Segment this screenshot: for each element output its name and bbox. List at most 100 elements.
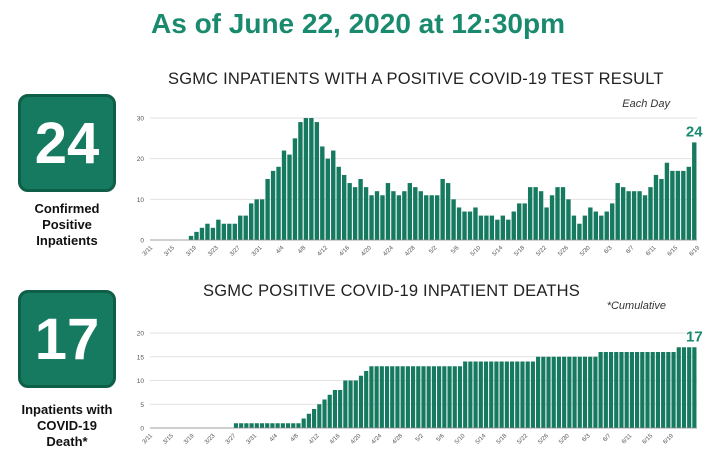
deaths-x-tick-label: 6/11 (621, 433, 634, 446)
inpatients-bar (484, 215, 489, 240)
deaths-bar (395, 366, 400, 428)
deaths-x-tick-label: 4/24 (371, 433, 384, 446)
inpatients-bar (582, 215, 588, 240)
deaths-bar (509, 361, 515, 428)
inpatients-bar (194, 231, 199, 240)
inpatients-bar (380, 195, 385, 240)
inpatients-bar (451, 199, 456, 240)
deaths-bar (332, 390, 338, 428)
deaths-chart-note: *Cumulative (606, 300, 666, 312)
inpatients-bar (445, 183, 451, 240)
deaths-x-tick-label: 5/26 (537, 433, 550, 446)
deaths-bar (681, 347, 687, 428)
inpatients-bar (216, 219, 221, 240)
inpatients-bar (238, 215, 243, 240)
deaths-x-tick-label: 5/14 (475, 433, 488, 446)
inpatients-bar (325, 158, 330, 240)
inpatients-x-tick-label: 5/2 (428, 245, 439, 256)
deaths-bar (645, 352, 650, 428)
deaths-bar (442, 366, 447, 428)
deaths-bar (416, 366, 421, 428)
deaths-bar (233, 423, 239, 428)
deaths-bar (291, 423, 296, 428)
inpatients-bar (254, 199, 259, 240)
inpatients-x-tick-label: 5/6 (450, 245, 461, 256)
deaths-x-tick-label: 4/8 (290, 433, 301, 444)
deaths-bar (457, 366, 463, 428)
inpatients-bar (402, 191, 407, 240)
deaths-bar (562, 356, 567, 428)
deaths-x-tick-label: 4/20 (350, 433, 363, 446)
inpatients-bar (314, 122, 320, 240)
deaths-bar (353, 380, 358, 428)
deaths-bar (530, 361, 535, 428)
deaths-bar (343, 380, 348, 428)
inpatients-label: Confirmed Positive Inpatients (6, 201, 128, 249)
inpatients-bar (593, 211, 598, 240)
inpatients-bar (664, 162, 670, 240)
inpatients-chart-title: SGMC INPATIENTS WITH A POSITIVE COVID-19… (168, 70, 664, 88)
inpatients-bar (341, 174, 347, 240)
deaths-bar (379, 366, 384, 428)
inpatients-bar (440, 179, 445, 240)
inpatients-bar (413, 187, 418, 240)
deaths-x-tick-label: 6/3 (581, 433, 592, 444)
deaths-bar (619, 352, 624, 428)
inpatients-bar (232, 223, 237, 240)
inpatients-bar (331, 150, 336, 240)
inpatients-bar (626, 191, 631, 240)
inpatients-bar (227, 223, 232, 240)
inpatients-bar (615, 183, 620, 240)
deaths-bar (296, 423, 301, 428)
inpatients-bar (221, 223, 227, 240)
inpatients-bar (642, 195, 648, 240)
deaths-bar (265, 423, 270, 428)
inpatients-bar (374, 191, 380, 240)
deaths-label-line: COVID-19 (37, 418, 97, 433)
deaths-bar (629, 352, 634, 428)
inpatients-bar (243, 215, 248, 240)
inpatients-bar (577, 223, 582, 240)
deaths-bar (322, 399, 327, 428)
deaths-bar (515, 361, 520, 428)
inpatients-bar (391, 191, 396, 240)
inpatients-bar (188, 235, 194, 240)
deaths-bar (259, 423, 265, 428)
deaths-x-tick-label: 5/6 (436, 433, 447, 444)
inpatients-bar (538, 191, 544, 240)
inpatients-bar (478, 215, 484, 240)
inpatients-bar (473, 207, 478, 240)
inpatients-bar (270, 170, 276, 240)
inpatients-bar (347, 183, 352, 240)
deaths-x-tick-label: 6/19 (662, 433, 675, 446)
inpatients-bar (659, 179, 664, 240)
deaths-bar (687, 347, 692, 428)
deaths-bar (468, 361, 473, 428)
deaths-bar (598, 352, 603, 428)
deaths-bar (567, 356, 572, 428)
inpatients-y-tick-label: 30 (137, 116, 145, 123)
deaths-bar (390, 366, 395, 428)
deaths-bar (239, 423, 244, 428)
deaths-bar (499, 361, 504, 428)
inpatients-bar (303, 118, 309, 240)
inpatients-count-box: 24 (18, 94, 116, 192)
deaths-bar (463, 361, 468, 428)
deaths-bar (364, 371, 369, 428)
inpatients-bar (533, 187, 538, 240)
deaths-bar (301, 418, 306, 428)
deaths-bar (525, 361, 530, 428)
deaths-bar (541, 356, 546, 428)
deaths-bar (374, 366, 379, 428)
deaths-y-tick-label: 5 (140, 402, 144, 409)
deaths-bar (666, 352, 671, 428)
inpatients-bar (495, 219, 500, 240)
inpatients-bar (336, 166, 341, 240)
deaths-count: 17 (34, 306, 100, 372)
deaths-bar (306, 413, 311, 428)
inpatients-bar (259, 199, 265, 240)
headline: As of June 22, 2020 at 12:30pm (151, 8, 565, 39)
inpatients-bar (631, 191, 637, 240)
inpatients-bar (648, 187, 653, 240)
deaths-x-tick-label: 3/15 (162, 433, 175, 446)
